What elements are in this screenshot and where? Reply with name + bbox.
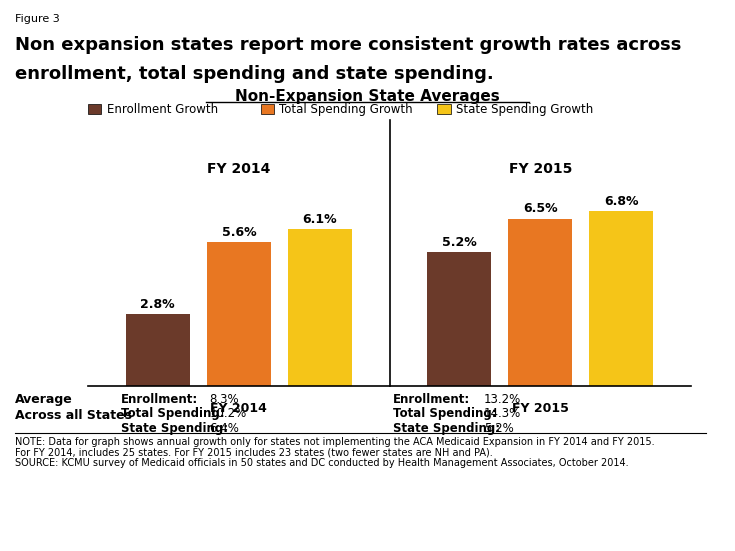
Text: FAMILY: FAMILY bbox=[650, 511, 703, 525]
Bar bbox=[427, 252, 491, 386]
Text: Non-Expansion State Averages: Non-Expansion State Averages bbox=[235, 89, 500, 104]
Text: 5.2%: 5.2% bbox=[442, 236, 476, 249]
Text: FY 2015: FY 2015 bbox=[509, 162, 572, 176]
Text: For FY 2014, includes 25 states. For FY 2015 includes 23 states (two fewer state: For FY 2014, includes 25 states. For FY … bbox=[15, 447, 492, 457]
Text: 14.3%: 14.3% bbox=[484, 407, 521, 420]
Text: Total Spending:: Total Spending: bbox=[121, 407, 225, 420]
Text: 5.6%: 5.6% bbox=[221, 225, 257, 239]
Text: Total Spending:: Total Spending: bbox=[393, 407, 497, 420]
Text: FOUNDATION: FOUNDATION bbox=[648, 528, 706, 538]
Text: SOURCE: KCMU survey of Medicaid officials in 50 states and DC conducted by Healt: SOURCE: KCMU survey of Medicaid official… bbox=[15, 458, 628, 468]
Text: enrollment, total spending and state spending.: enrollment, total spending and state spe… bbox=[15, 65, 493, 83]
Text: 6.8%: 6.8% bbox=[604, 195, 639, 208]
Text: KAISER: KAISER bbox=[650, 496, 703, 509]
Text: FY 2014: FY 2014 bbox=[207, 162, 270, 176]
Text: 10.2%: 10.2% bbox=[209, 407, 247, 420]
Text: 6.5%: 6.5% bbox=[523, 202, 558, 215]
Bar bbox=[288, 229, 352, 386]
Bar bbox=[207, 242, 270, 386]
Text: FY 2014: FY 2014 bbox=[210, 402, 268, 415]
Text: 8.3%: 8.3% bbox=[209, 393, 239, 406]
Text: 6.4%: 6.4% bbox=[209, 422, 240, 435]
Text: 6.1%: 6.1% bbox=[303, 213, 337, 226]
Text: NOTE: Data for graph shows annual growth only for states not implementing the AC: NOTE: Data for graph shows annual growth… bbox=[15, 437, 654, 447]
Text: State Spending Growth: State Spending Growth bbox=[456, 102, 593, 116]
Text: 5.2%: 5.2% bbox=[484, 422, 513, 435]
Bar bbox=[509, 219, 572, 386]
Text: State Spending:: State Spending: bbox=[121, 422, 229, 435]
Text: State Spending:: State Spending: bbox=[393, 422, 501, 435]
Text: Enrollment Growth: Enrollment Growth bbox=[107, 102, 218, 116]
Bar bbox=[126, 314, 190, 386]
Text: Across all States: Across all States bbox=[15, 409, 132, 422]
Bar bbox=[589, 211, 653, 386]
Text: Total Spending Growth: Total Spending Growth bbox=[279, 102, 413, 116]
Text: Average: Average bbox=[15, 393, 73, 406]
Text: THE HENRY J.: THE HENRY J. bbox=[653, 485, 700, 490]
Text: Figure 3: Figure 3 bbox=[15, 14, 60, 24]
Text: 2.8%: 2.8% bbox=[140, 298, 175, 311]
Text: Non expansion states report more consistent growth rates across: Non expansion states report more consist… bbox=[15, 36, 681, 54]
Text: Enrollment:: Enrollment: bbox=[121, 393, 198, 406]
Text: FY 2015: FY 2015 bbox=[512, 402, 569, 415]
Text: 13.2%: 13.2% bbox=[484, 393, 521, 406]
Text: Enrollment:: Enrollment: bbox=[393, 393, 470, 406]
